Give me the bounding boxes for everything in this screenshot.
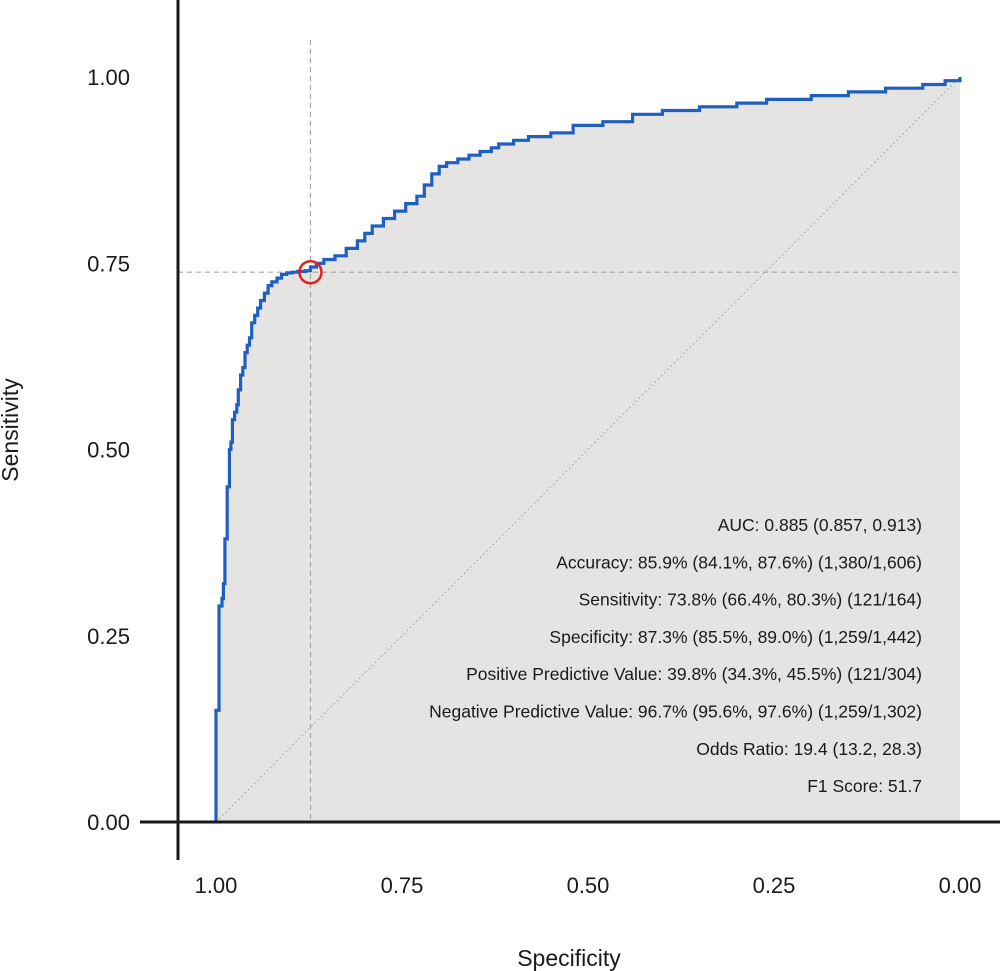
metric-annotation: Odds Ratio: 19.4 (13.2, 28.3) [696,739,922,759]
metric-annotation: Sensitivity: 73.8% (66.4%, 80.3%) (121/1… [579,590,922,610]
y-axis-label: Sensitivity [0,378,23,482]
auc-area [216,77,960,822]
metric-annotation: Positive Predictive Value: 39.8% (34.3%,… [466,664,922,684]
metric-annotation: Accuracy: 85.9% (84.1%, 87.6%) (1,380/1,… [556,552,922,572]
y-tick-label: 0.25 [87,624,130,649]
axes [140,0,1000,860]
x-tick-label: 0.50 [567,873,610,898]
metric-annotation: Specificity: 87.3% (85.5%, 89.0%) (1,259… [549,627,922,647]
metric-annotation: AUC: 0.885 (0.857, 0.913) [718,515,922,535]
x-tick-label: 0.00 [939,873,982,898]
y-tick-label: 1.00 [87,65,130,90]
x-tick-label: 1.00 [195,873,238,898]
x-axis-label: Specificity [517,945,621,971]
y-tick-label: 0.50 [87,438,130,463]
tick-labels: 1.00 0.75 0.50 0.25 0.00 0.00 0.25 0.50 0.75 1.00 [87,65,981,898]
metrics-annotations: AUC: 0.885 (0.857, 0.913) Accuracy: 85.9%… [429,515,922,796]
y-tick-label: 0.00 [87,810,130,835]
x-tick-label: 0.25 [753,873,796,898]
y-tick-label: 0.75 [87,251,130,276]
threshold-marker [298,259,323,285]
metric-annotation: Negative Predictive Value: 96.7% (95.6%,… [429,702,922,722]
plot-area [178,40,962,823]
x-tick-label: 0.75 [381,873,424,898]
roc-curve-line [214,77,962,822]
metric-annotation: F1 Score: 51.7 [807,776,922,796]
